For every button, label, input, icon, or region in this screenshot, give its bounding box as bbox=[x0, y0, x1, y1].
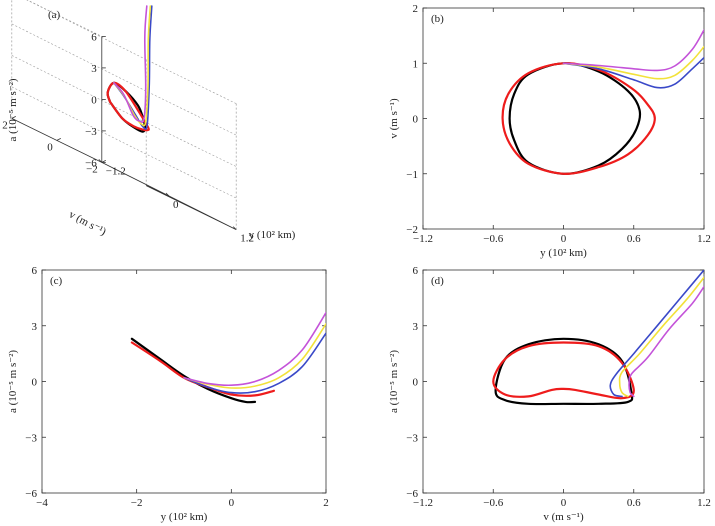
y-tick-mark bbox=[56, 138, 61, 141]
grid-z-level bbox=[11, 23, 237, 136]
plot-frame bbox=[422, 269, 705, 494]
panel-a: 6 3 0 −3 −6 −1.2 0 1.2 −2 0 2 y (10² km) v (m s⁻¹) a … bbox=[2, 0, 296, 245]
panel-label: (a) bbox=[48, 9, 61, 21]
y-tick-label: 2 bbox=[2, 119, 8, 131]
plot-frame bbox=[422, 7, 705, 230]
series-line-magenta bbox=[183, 311, 326, 387]
x-tick-label: −1.2 bbox=[413, 233, 433, 245]
z-tick-label: 0 bbox=[91, 94, 97, 106]
x-tick-label: 1.2 bbox=[697, 497, 711, 509]
x-tick-label: 0 bbox=[561, 497, 567, 509]
grid-z-level bbox=[11, 86, 237, 199]
y-axis-label: a (10⁻⁵ m s⁻²) bbox=[388, 350, 400, 413]
x-axis-label: y (10² km) bbox=[249, 229, 296, 241]
series-group bbox=[492, 270, 704, 406]
y-tick-label: −1 bbox=[406, 169, 418, 181]
y-axis-label: v (m s⁻¹) bbox=[67, 209, 108, 239]
z-tick-label: 6 bbox=[91, 31, 97, 43]
panel-d: −1.2 −0.6 0 0.6 1.2 −6 −3 0 3 6 v (m s⁻¹) a (10⁻⁵ m… bbox=[388, 265, 711, 523]
x-tick-label: 0 bbox=[229, 497, 235, 509]
y-tick-label: −6 bbox=[406, 488, 418, 500]
y-tick-label: 1 bbox=[413, 58, 419, 70]
x-axis-label: y (10² km) bbox=[540, 247, 587, 259]
panel-label: (d) bbox=[431, 275, 444, 287]
grid-top-edge bbox=[26, 0, 147, 60]
x-tick-label: 1.2 bbox=[697, 233, 711, 245]
series-line-magenta bbox=[562, 29, 704, 72]
series-group bbox=[130, 311, 326, 404]
panel-c: −4 −2 0 2 −6 −3 0 3 6 y (10² km) a (10⁻⁵ m s⁻²) (c) bbox=[7, 265, 329, 523]
x-tick-label: 2 bbox=[323, 497, 329, 509]
x-tick-label: −1.2 bbox=[106, 165, 126, 177]
y-tick-label: 6 bbox=[413, 265, 419, 277]
series-line-red bbox=[492, 341, 635, 400]
series-line-red bbox=[106, 81, 150, 132]
x-tick-mark bbox=[232, 226, 237, 230]
y-tick-label: 6 bbox=[32, 265, 38, 277]
series-line-blue bbox=[609, 270, 704, 398]
x-tick-label: −0.6 bbox=[483, 497, 503, 509]
y-tick-label: 0 bbox=[413, 114, 419, 126]
y-tick-label: −2 bbox=[86, 163, 98, 175]
y-tick-label: −3 bbox=[25, 432, 37, 444]
series-line-blue bbox=[562, 56, 704, 89]
z-tick-label: −6 bbox=[85, 157, 97, 169]
y-tick-label: 0 bbox=[47, 141, 53, 153]
z-axis-label: a (10⁻⁵ m s⁻²) bbox=[7, 78, 19, 141]
y-tick-label: −2 bbox=[406, 224, 418, 236]
series-line-magenta bbox=[113, 5, 148, 124]
x-tick-label: 0 bbox=[173, 199, 179, 211]
x-tick-label: 0 bbox=[561, 233, 567, 245]
x-axis-label: y (10² km) bbox=[161, 511, 208, 523]
y-axis-label: v (m s⁻¹) bbox=[388, 98, 400, 139]
series-line-black bbox=[494, 337, 634, 406]
series-line-red bbox=[501, 62, 656, 175]
x-tick-label: −2 bbox=[131, 497, 143, 509]
z-tick-label: −3 bbox=[85, 126, 97, 138]
y-tick-label: 2 bbox=[413, 3, 419, 15]
z-tick-label: 3 bbox=[91, 63, 97, 75]
x-tick-label: −4 bbox=[36, 497, 48, 509]
grid-z-level bbox=[11, 55, 237, 167]
series-line-blue bbox=[183, 332, 326, 394]
x-tick-label: 1.2 bbox=[240, 233, 254, 245]
y-tick-label: 3 bbox=[32, 321, 38, 333]
series-line-magenta bbox=[628, 285, 704, 398]
y-tick-label: 3 bbox=[413, 321, 419, 333]
x-tick-label: 0.6 bbox=[627, 233, 641, 245]
x-tick-mark bbox=[98, 159, 103, 163]
series-line-yellow bbox=[183, 323, 326, 389]
x-tick-mark bbox=[165, 192, 170, 197]
y-axis-label: a (10⁻⁵ m s⁻²) bbox=[7, 350, 19, 413]
series-line-yellow bbox=[618, 276, 704, 398]
x-tick-label: −0.6 bbox=[483, 233, 503, 245]
panel-label: (b) bbox=[431, 13, 444, 25]
x-tick-label: 0.6 bbox=[627, 497, 641, 509]
grid-top-edge bbox=[146, 59, 237, 104]
panel-label: (c) bbox=[50, 275, 63, 287]
y-tick-label: −6 bbox=[25, 488, 37, 500]
y-tick-mark bbox=[11, 116, 16, 119]
y-tick-label: 0 bbox=[413, 377, 419, 389]
x-axis-label: v (m s⁻¹) bbox=[543, 511, 584, 523]
x-tick-label: −1.2 bbox=[413, 497, 433, 509]
panel-b: −1.2 −0.6 0 0.6 1.2 −2 −1 0 1 2 y (10² km) v (m s⁻¹… bbox=[388, 3, 711, 259]
y-tick-label: 0 bbox=[32, 377, 38, 389]
y-tick-mark bbox=[101, 160, 106, 163]
y-tick-label: −3 bbox=[406, 432, 418, 444]
series-line-yellow bbox=[562, 45, 704, 80]
series-group bbox=[501, 29, 704, 175]
series-line-black bbox=[130, 337, 257, 404]
